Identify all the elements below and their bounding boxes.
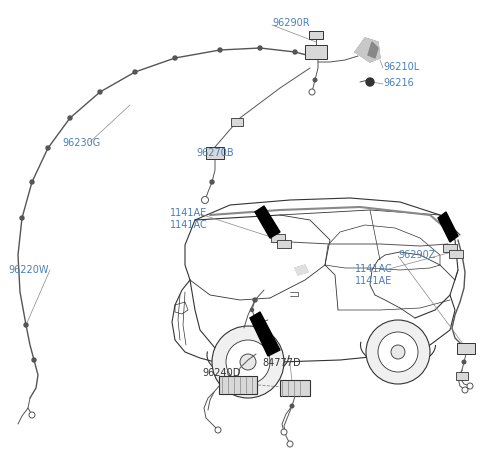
Text: 1141AC: 1141AC xyxy=(170,220,208,230)
Circle shape xyxy=(30,180,34,184)
Polygon shape xyxy=(250,312,280,356)
Text: 96210L: 96210L xyxy=(383,62,419,72)
Circle shape xyxy=(309,89,315,95)
Circle shape xyxy=(24,323,28,327)
Bar xyxy=(206,147,224,159)
Circle shape xyxy=(391,345,405,359)
Polygon shape xyxy=(438,212,458,242)
Circle shape xyxy=(46,146,50,150)
Bar xyxy=(457,342,475,353)
Circle shape xyxy=(133,70,137,74)
Polygon shape xyxy=(295,265,308,275)
Bar xyxy=(231,118,243,126)
Bar xyxy=(456,372,468,380)
Text: 96220W: 96220W xyxy=(8,265,48,275)
Circle shape xyxy=(467,383,473,389)
Polygon shape xyxy=(355,38,380,62)
Text: 96270B: 96270B xyxy=(196,148,234,158)
Circle shape xyxy=(210,180,214,184)
Text: 1141AC: 1141AC xyxy=(355,264,393,274)
Circle shape xyxy=(378,332,418,372)
Text: 96240D: 96240D xyxy=(202,368,240,378)
Bar xyxy=(449,250,463,258)
Bar xyxy=(271,234,285,242)
Circle shape xyxy=(20,216,24,220)
Bar xyxy=(277,240,291,248)
Circle shape xyxy=(253,298,257,302)
Circle shape xyxy=(313,78,317,82)
Text: 96290R: 96290R xyxy=(272,18,310,28)
Text: 84777D: 84777D xyxy=(262,358,300,368)
Bar xyxy=(219,376,257,394)
Circle shape xyxy=(215,427,221,433)
Circle shape xyxy=(29,412,35,418)
Circle shape xyxy=(290,404,294,408)
Text: 1141AE: 1141AE xyxy=(355,276,392,286)
Bar xyxy=(309,31,323,39)
Circle shape xyxy=(251,309,253,311)
Circle shape xyxy=(240,354,256,370)
Bar xyxy=(443,244,457,252)
Text: 96216: 96216 xyxy=(383,78,414,88)
Circle shape xyxy=(366,320,430,384)
Text: 96230G: 96230G xyxy=(62,138,100,148)
Circle shape xyxy=(68,116,72,120)
Circle shape xyxy=(366,78,374,86)
Circle shape xyxy=(212,326,284,398)
Circle shape xyxy=(218,48,222,52)
Text: 96290Z: 96290Z xyxy=(398,250,435,260)
Circle shape xyxy=(462,360,466,364)
Circle shape xyxy=(32,358,36,362)
Circle shape xyxy=(202,196,208,203)
Polygon shape xyxy=(255,206,280,238)
Circle shape xyxy=(258,46,262,50)
Text: 1141AE: 1141AE xyxy=(170,208,207,218)
Circle shape xyxy=(462,387,468,393)
Circle shape xyxy=(173,56,177,60)
Circle shape xyxy=(98,90,102,94)
Circle shape xyxy=(287,441,293,447)
Circle shape xyxy=(293,50,297,54)
Circle shape xyxy=(226,340,270,384)
Bar xyxy=(280,380,310,396)
Bar xyxy=(305,45,327,59)
Polygon shape xyxy=(368,42,378,58)
Circle shape xyxy=(281,429,287,435)
